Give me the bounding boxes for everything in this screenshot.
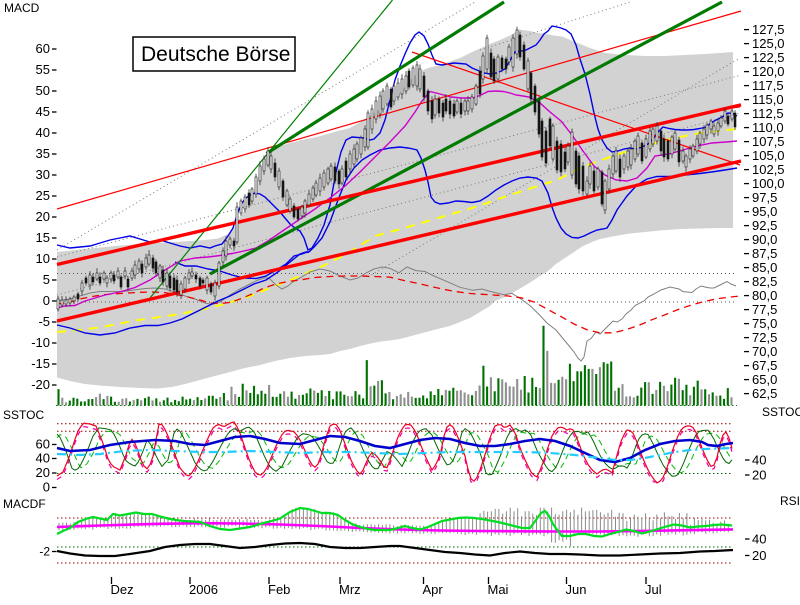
svg-text:85,0: 85,0 [752, 260, 777, 275]
svg-text:Apr: Apr [423, 582, 444, 597]
svg-text:SSTOC: SSTOC [3, 408, 44, 422]
svg-text:117,5: 117,5 [752, 78, 784, 93]
svg-text:102,5: 102,5 [752, 162, 785, 177]
svg-text:Dez: Dez [111, 582, 134, 597]
svg-text:115,0: 115,0 [752, 92, 784, 107]
svg-text:0: 0 [43, 293, 50, 308]
svg-text:15: 15 [36, 230, 50, 245]
svg-text:65,0: 65,0 [752, 372, 777, 387]
svg-text:62,5: 62,5 [752, 386, 777, 401]
svg-text:-20: -20 [31, 377, 50, 392]
svg-text:50: 50 [36, 83, 50, 98]
svg-text:87,5: 87,5 [752, 246, 777, 261]
svg-text:120,0: 120,0 [752, 64, 785, 79]
svg-text:127,5: 127,5 [752, 22, 785, 37]
svg-text:MACD: MACD [4, 1, 40, 15]
svg-text:20: 20 [752, 548, 766, 563]
svg-text:5: 5 [43, 272, 50, 287]
svg-text:112,5: 112,5 [752, 106, 784, 121]
svg-text:MACDF: MACDF [3, 497, 46, 511]
svg-text:60: 60 [36, 41, 50, 56]
svg-text:10: 10 [36, 251, 50, 266]
svg-text:-15: -15 [31, 356, 50, 371]
svg-text:30: 30 [36, 167, 50, 182]
svg-text:0: 0 [43, 480, 50, 495]
svg-text:20: 20 [752, 468, 766, 483]
svg-text:Jun: Jun [566, 582, 587, 597]
svg-text:82,5: 82,5 [752, 274, 777, 289]
svg-text:107,5: 107,5 [752, 134, 785, 149]
svg-text:2006: 2006 [189, 582, 218, 597]
svg-text:-5: -5 [38, 314, 50, 329]
svg-text:95,0: 95,0 [752, 204, 777, 219]
svg-text:122,5: 122,5 [752, 50, 785, 65]
svg-text:20: 20 [36, 465, 50, 480]
svg-text:77,5: 77,5 [752, 302, 777, 317]
svg-text:90,0: 90,0 [752, 232, 777, 247]
svg-text:40: 40 [752, 532, 766, 547]
svg-text:55: 55 [36, 62, 50, 77]
svg-text:92,5: 92,5 [752, 218, 777, 233]
svg-text:Feb: Feb [268, 582, 290, 597]
svg-text:25: 25 [36, 188, 50, 203]
svg-text:72,5: 72,5 [752, 330, 777, 345]
svg-text:RSI: RSI [780, 494, 800, 508]
svg-text:67,5: 67,5 [752, 358, 777, 373]
svg-text:Mai: Mai [488, 582, 509, 597]
svg-text:110,0: 110,0 [752, 120, 784, 135]
svg-text:Mrz: Mrz [339, 582, 361, 597]
svg-text:60: 60 [36, 437, 50, 452]
svg-text:40: 40 [36, 451, 50, 466]
svg-text:105,0: 105,0 [752, 148, 785, 163]
svg-text:100,0: 100,0 [752, 176, 785, 191]
svg-text:80,0: 80,0 [752, 288, 777, 303]
svg-text:45: 45 [36, 104, 50, 119]
svg-text:40: 40 [36, 125, 50, 140]
svg-text:-10: -10 [31, 335, 50, 350]
svg-text:35: 35 [36, 146, 50, 161]
svg-text:70,0: 70,0 [752, 344, 777, 359]
svg-text:20: 20 [36, 209, 50, 224]
svg-text:97,5: 97,5 [752, 190, 777, 205]
svg-text:Jul: Jul [645, 582, 662, 597]
svg-text:Deutsche Börse: Deutsche Börse [141, 43, 290, 66]
svg-text:40: 40 [752, 453, 766, 468]
svg-text:75,0: 75,0 [752, 316, 777, 331]
svg-text:SSTOC: SSTOC [762, 405, 800, 419]
svg-text:125,0: 125,0 [752, 36, 785, 51]
svg-text:-2: -2 [39, 545, 50, 559]
